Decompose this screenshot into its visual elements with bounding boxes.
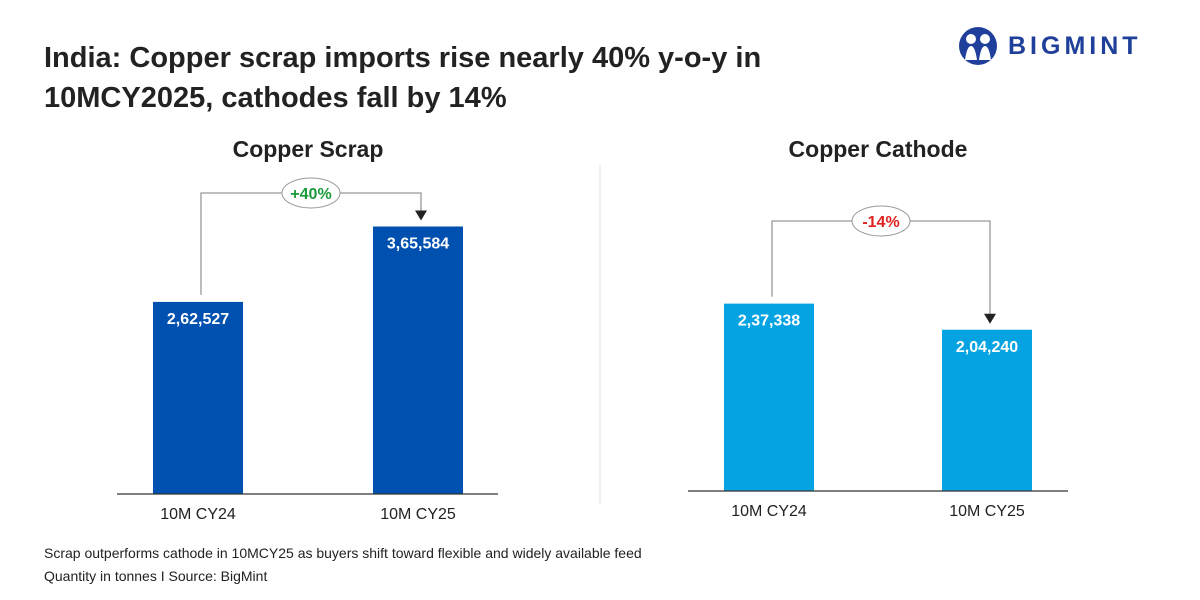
bar (724, 303, 814, 491)
data-label: 2,04,240 (956, 339, 1018, 356)
change-badge (851, 205, 911, 237)
bar (942, 329, 1032, 491)
logo-text: BIGMINT (1008, 31, 1142, 60)
data-label: 3,65,584 (387, 235, 449, 252)
source-note: Quantity in tonnes I Source: BigMint (44, 568, 268, 584)
change-badge (281, 177, 341, 209)
x-tick-label: 10M CY24 (160, 506, 236, 523)
footnote: Scrap outperforms cathode in 10MCY25 as … (44, 545, 642, 561)
arrow-down-icon (415, 210, 427, 221)
page-title: India: Copper scrap imports rise nearly … (44, 42, 762, 114)
data-label: 2,37,338 (738, 313, 800, 330)
bar (373, 226, 463, 494)
x-tick-label: 10M CY24 (731, 503, 807, 520)
bar (153, 301, 243, 494)
change-label: +40% (290, 186, 331, 203)
chart-title: Copper Cathode (789, 136, 968, 162)
bigmint-logo: BIGMINT (958, 26, 1142, 66)
chart-title: Copper Scrap (233, 136, 384, 162)
data-label: 2,62,527 (167, 311, 229, 328)
change-label: -14% (862, 214, 899, 231)
x-tick-label: 10M CY25 (949, 503, 1025, 520)
arrow-down-icon (984, 313, 996, 324)
x-tick-label: 10M CY25 (380, 506, 456, 523)
people-icon (959, 27, 997, 65)
